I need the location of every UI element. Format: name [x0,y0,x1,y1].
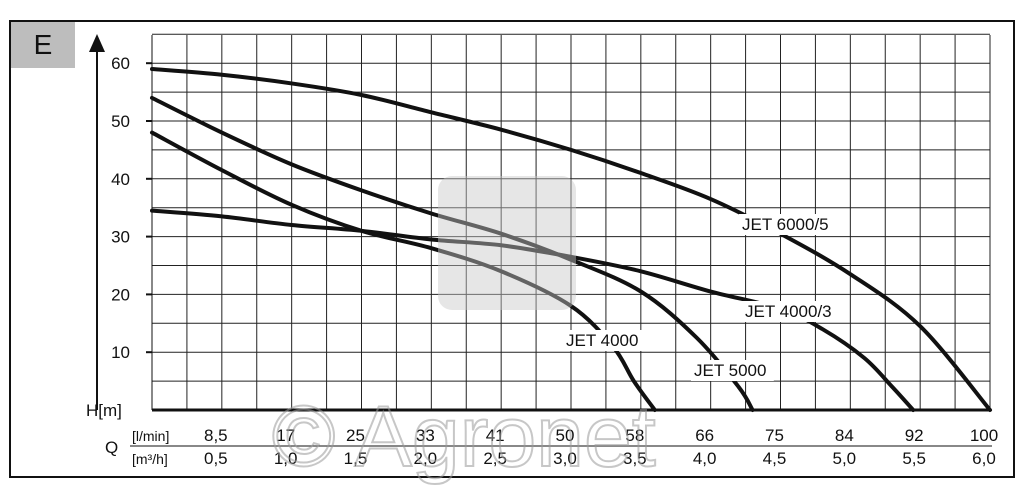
x-tick-label-lmin: 66 [695,426,714,445]
watermark-logo [438,176,576,310]
x-tick-label-m3h: 1,5 [344,449,368,468]
curve-label-jet-4000: JET 4000 [566,331,638,350]
x-tick-label-m3h: 2,5 [483,449,507,468]
curve-label-bg [739,214,841,235]
y-tick-label: 10 [111,343,130,362]
x-tick-label-lmin: 75 [765,426,784,445]
curve-jet-4000-3 [150,208,916,412]
x-axis-title: Q [105,438,118,457]
curve-label-jet-6000-5: JET 6000/5 [742,215,829,234]
x-tick-label-m3h: 3,0 [553,449,577,468]
x-tick-label-m3h: 0,5 [204,449,228,468]
x-tick-label-lmin: 41 [486,426,505,445]
x-tick-label-m3h: 1,0 [274,449,298,468]
curve-jet-4000 [150,130,657,412]
x-unit-m3h: [m³/h] [132,451,168,467]
x-tick-label-m3h: 2,0 [414,449,438,468]
x-tick-label-lmin: 50 [556,426,575,445]
y-axis-arrowhead [89,34,105,52]
x-tick-label-lmin: 58 [625,426,644,445]
panel-label: E [11,22,75,68]
axes [89,34,992,447]
x-tick-label-m3h: 5,0 [833,449,857,468]
x-tick-label-m3h: 5,5 [902,449,926,468]
chart-frame [9,20,1015,478]
curve-label-bg [563,330,646,351]
x-tick-label-m3h: 6,0 [972,449,996,468]
x-unit-lmin: [l/min] [132,428,169,444]
y-tick-label: 40 [111,170,130,189]
curve-label-jet-4000-3: JET 4000/3 [745,302,832,321]
curve-jet-5000 [150,95,755,412]
performance-curves: JET 6000/5 JET 4000/3 JET 5000 JET 4000 [150,66,992,412]
y-axis-title: H[m] [86,401,122,420]
y-tick-label: 30 [111,228,130,247]
x-tick-label-m3h: 4,5 [763,449,787,468]
y-tick-label: 50 [111,112,130,131]
x-tick-label-m3h: 3,5 [623,449,647,468]
x-tick-label-lmin: 92 [905,426,924,445]
x-tick-label-m3h: 4,0 [693,449,717,468]
curve-jet-6000-5 [150,66,992,412]
y-tick-label: 60 [111,54,130,73]
y-tick-label: 20 [111,285,130,304]
x-tick-label-lmin: 25 [346,426,365,445]
curve-label-bg [742,301,844,322]
x-tick-label-lmin: 8,5 [204,426,228,445]
curve-label-jet-5000: JET 5000 [694,361,766,380]
tick-labels: 10 20 30 40 50 60 H[m] Q [l/min] [m³/h] 8,5 17 25 33 4… [86,54,998,468]
x-tick-label-lmin: 33 [416,426,435,445]
x-tick-label-lmin: 100 [970,426,998,445]
x-tick-label-lmin: 84 [835,426,854,445]
x-tick-label-lmin: 17 [276,426,295,445]
curve-label-bg [691,360,774,381]
watermark-text: © Agronet [272,389,656,485]
